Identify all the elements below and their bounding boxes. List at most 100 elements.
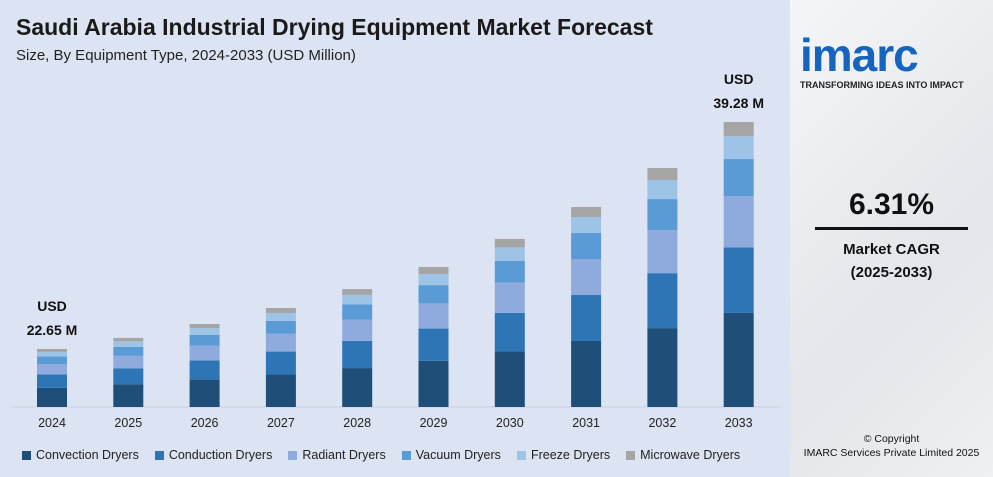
bar-segment-freeze-dryers-2026	[189, 328, 220, 335]
bar-segment-conduction-dryers-2031	[571, 295, 602, 342]
bar-segment-radiant-dryers-2028	[342, 319, 373, 341]
legend-swatch	[288, 450, 298, 460]
bar-segment-freeze-dryers-2030	[494, 247, 525, 261]
bar-segment-convection-dryers-2031	[571, 341, 602, 407]
bar-segment-conduction-dryers-2033	[723, 247, 754, 313]
bar-segment-microwave-dryers-2033	[723, 121, 754, 137]
copyright: © Copyright IMARC Services Private Limite…	[790, 432, 993, 460]
bar-segment-convection-dryers-2030	[494, 351, 525, 407]
company-name: IMARC Services Private Limited 2025	[803, 447, 980, 459]
bar-segment-conduction-dryers-2026	[189, 360, 220, 380]
legend-label: Vacuum Dryers	[415, 448, 501, 462]
legend-swatch	[516, 450, 526, 460]
bar-segment-freeze-dryers-2024	[37, 351, 67, 357]
x-tick-label: 2033	[725, 416, 753, 430]
bar-segment-convection-dryers-2028	[342, 368, 373, 407]
bar-segment-freeze-dryers-2032	[647, 179, 678, 200]
bar-segment-convection-dryers-2029	[418, 360, 449, 407]
x-tick-label: 2029	[420, 416, 448, 430]
legend-swatch	[401, 450, 411, 460]
bar-segment-microwave-dryers-2029	[418, 266, 449, 274]
bar-segment-conduction-dryers-2027	[265, 351, 296, 375]
divider	[815, 227, 968, 230]
legend-item: Convection Dryers	[22, 448, 139, 462]
total-annotation-unit: USD	[37, 298, 67, 314]
legend-item: Radiant Dryers	[288, 448, 386, 462]
bar-segment-vacuum-dryers-2024	[37, 356, 67, 365]
bar-segment-microwave-dryers-2025	[113, 337, 144, 342]
total-annotation-value: 39.28 M	[713, 95, 764, 111]
legend-label: Microwave Dryers	[640, 448, 741, 462]
bar-segment-convection-dryers-2026	[189, 379, 220, 407]
cagr-value: 6.31%	[848, 188, 935, 221]
x-tick-label: 2025	[114, 416, 142, 430]
bar-segment-radiant-dryers-2024	[37, 364, 67, 375]
bar-segment-radiant-dryers-2026	[189, 345, 220, 361]
legend-label: Radiant Dryers	[302, 448, 386, 462]
bar-segment-vacuum-dryers-2031	[571, 233, 602, 260]
bar-segment-conduction-dryers-2030	[494, 312, 525, 352]
cagr-label: Market CAGR (2025-2033)	[790, 238, 993, 284]
bar-segment-radiant-dryers-2031	[571, 259, 602, 296]
legend-swatch	[22, 450, 31, 460]
bar-segment-microwave-dryers-2027	[265, 308, 296, 313]
imarc-logo: imarc	[800, 29, 919, 81]
bar-segment-radiant-dryers-2029	[418, 303, 449, 329]
bar-segment-freeze-dryers-2028	[342, 294, 373, 305]
bar-segment-freeze-dryers-2027	[265, 312, 296, 321]
legend-item: Conduction Dryers	[154, 448, 273, 462]
bar-segment-freeze-dryers-2031	[571, 217, 602, 234]
bar-segment-radiant-dryers-2030	[494, 282, 525, 313]
bar-segment-freeze-dryers-2033	[723, 136, 754, 160]
legend-label: Freeze Dryers	[530, 448, 611, 462]
bar-segment-conduction-dryers-2025	[113, 368, 144, 385]
x-tick-label: 2027	[267, 416, 295, 430]
chart-subtitle: Size, By Equipment Type, 2024-2033 (USD …	[16, 47, 356, 64]
x-tick-label: 2032	[648, 416, 676, 430]
x-tick-label: 2031	[572, 416, 600, 430]
total-annotation-unit: USD	[724, 71, 754, 87]
bar-segment-freeze-dryers-2025	[113, 341, 144, 347]
bar-segment-freeze-dryers-2029	[418, 273, 449, 286]
bar-segment-vacuum-dryers-2026	[189, 334, 220, 346]
bar-segment-radiant-dryers-2025	[113, 355, 144, 369]
tagline: TRANSFORMING IDEAS INTO IMPACT	[800, 80, 964, 90]
legend-swatch	[154, 450, 164, 460]
cagr-label-text: Market CAGR	[843, 241, 940, 258]
bar-segment-conduction-dryers-2028	[342, 340, 373, 369]
x-tick-label: 2030	[496, 416, 524, 430]
legend-swatch	[626, 450, 636, 460]
bar-segment-vacuum-dryers-2029	[418, 285, 449, 304]
legend-item: Freeze Dryers	[516, 448, 611, 462]
x-tick-label: 2024	[38, 416, 66, 430]
total-annotation-value: 22.65 M	[27, 322, 78, 338]
legend-label: Convection Dryers	[36, 448, 139, 462]
legend: Convection Dryers Conduction Dryers Radian…	[22, 448, 740, 462]
bar-segment-microwave-dryers-2026	[189, 324, 220, 329]
bar-segment-convection-dryers-2032	[647, 328, 678, 407]
brand-panel	[790, 0, 993, 477]
bar-segment-conduction-dryers-2029	[418, 328, 449, 361]
bar-segment-conduction-dryers-2024	[37, 374, 67, 388]
bar-segment-vacuum-dryers-2030	[494, 260, 525, 283]
chart-title: Saudi Arabia Industrial Drying Equipment…	[16, 14, 653, 40]
bar-segment-vacuum-dryers-2025	[113, 346, 144, 356]
legend-item: Microwave Dryers	[626, 448, 740, 462]
bar-segment-convection-dryers-2025	[113, 384, 144, 407]
bar-segment-radiant-dryers-2033	[723, 196, 754, 248]
bar-segment-conduction-dryers-2032	[647, 273, 678, 329]
bar-segment-convection-dryers-2033	[723, 312, 754, 407]
bar-segment-radiant-dryers-2032	[647, 230, 678, 274]
bar-segment-microwave-dryers-2031	[571, 207, 602, 218]
legend-label: Conduction Dryers	[168, 448, 273, 462]
bar-segment-vacuum-dryers-2033	[723, 159, 754, 197]
stacked-bar-chart: 2024 USD 22.65 M 2025 2026 2027 2028 2029 2030 20…	[12, 71, 780, 430]
bar-segment-vacuum-dryers-2032	[647, 199, 678, 231]
bar-segment-vacuum-dryers-2028	[342, 304, 373, 320]
bar-segment-vacuum-dryers-2027	[265, 320, 296, 334]
bar-segment-convection-dryers-2024	[37, 387, 67, 407]
cagr-period: (2025-2033)	[850, 264, 933, 281]
bar-segment-radiant-dryers-2027	[265, 333, 296, 352]
bar-segment-microwave-dryers-2024	[37, 348, 67, 352]
bar-segment-convection-dryers-2027	[265, 374, 296, 407]
